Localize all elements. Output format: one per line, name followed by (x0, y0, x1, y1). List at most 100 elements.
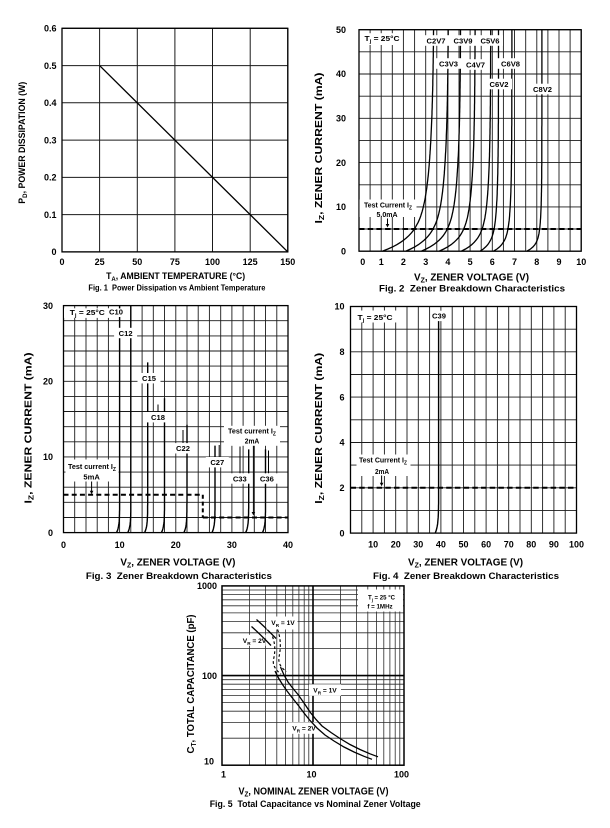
svg-text:1: 1 (379, 257, 384, 267)
svg-text:Fig. 4 Zener Breakdown Charac: Fig. 4 Zener Breakdown Characteristics (373, 571, 559, 582)
svg-text:0.6: 0.6 (44, 24, 57, 34)
svg-text:C8V2: C8V2 (533, 85, 552, 94)
svg-text:0.5: 0.5 (44, 61, 57, 71)
svg-text:40: 40 (336, 69, 346, 79)
svg-text:80: 80 (526, 540, 536, 550)
svg-text:Fig. 2 Zener Breakdown Charac: Fig. 2 Zener Breakdown Characteristics (379, 283, 565, 294)
svg-text:40: 40 (283, 540, 293, 550)
svg-text:C33: C33 (233, 474, 247, 483)
svg-text:0: 0 (51, 247, 56, 257)
svg-text:10: 10 (115, 540, 125, 550)
svg-text:C3V9: C3V9 (454, 36, 473, 45)
svg-text:20: 20 (391, 540, 401, 550)
svg-text:0: 0 (339, 528, 344, 538)
svg-text:100: 100 (394, 770, 409, 780)
svg-text:C39: C39 (432, 312, 446, 321)
svg-text:Test Current IZ: Test Current IZ (359, 456, 408, 467)
svg-text:50: 50 (336, 25, 346, 35)
svg-text:Test Current IZ: Test Current IZ (364, 200, 413, 211)
svg-text:C2V7: C2V7 (427, 36, 446, 45)
svg-text:75: 75 (170, 257, 180, 267)
svg-text:2mA: 2mA (245, 436, 260, 445)
svg-text:4: 4 (339, 438, 344, 448)
svg-text:125: 125 (243, 257, 258, 267)
svg-text:6: 6 (490, 257, 495, 267)
svg-text:10: 10 (336, 202, 346, 212)
svg-text:CT, TOTAL CAPACITANCE (pF): CT, TOTAL CAPACITANCE (pF) (186, 615, 198, 754)
svg-text:90: 90 (549, 540, 559, 550)
svg-text:30: 30 (413, 540, 423, 550)
svg-text:0: 0 (360, 257, 365, 267)
svg-text:PD, POWER DISSIPATION (W): PD, POWER DISSIPATION (W) (17, 82, 29, 204)
svg-text:30: 30 (227, 540, 237, 550)
svg-text:Fig. 1 Power Dissipation vs A: Fig. 1 Power Dissipation vs Ambient Temp… (88, 283, 265, 293)
svg-text:1000: 1000 (197, 581, 217, 591)
svg-text:Test current IZ: Test current IZ (228, 426, 277, 437)
svg-text:VZ, NOMINAL ZENER VOLTAGE (V): VZ, NOMINAL ZENER VOLTAGE (V) (239, 787, 389, 799)
svg-text:C36: C36 (260, 474, 274, 483)
svg-text:C15: C15 (142, 374, 157, 383)
svg-text:VR = 1V: VR = 1V (271, 620, 295, 629)
svg-text:VZ, ZENER VOLTAGE (V): VZ, ZENER VOLTAGE (V) (120, 558, 235, 570)
svg-text:C6V2: C6V2 (490, 80, 509, 89)
svg-text:70: 70 (504, 540, 514, 550)
svg-text:3: 3 (423, 257, 428, 267)
svg-text:20: 20 (171, 540, 181, 550)
svg-text:TA, AMBIENT TEMPERATURE (°C): TA, AMBIENT TEMPERATURE (°C) (106, 271, 245, 283)
svg-text:2mA: 2mA (375, 467, 389, 476)
svg-text:10: 10 (368, 540, 378, 550)
svg-text:10: 10 (576, 257, 586, 267)
svg-text:100: 100 (202, 671, 217, 681)
svg-text:0.1: 0.1 (44, 210, 57, 220)
svg-text:100: 100 (205, 257, 220, 267)
svg-text:20: 20 (43, 377, 53, 387)
svg-text:Test current IZ: Test current IZ (68, 462, 117, 473)
svg-text:0: 0 (59, 257, 64, 267)
svg-text:IZ, ZENER CURRENT (mA): IZ, ZENER CURRENT (mA) (313, 353, 326, 504)
svg-text:7: 7 (512, 257, 517, 267)
svg-text:VR = 2V: VR = 2V (292, 726, 316, 735)
svg-text:C3V3: C3V3 (439, 59, 458, 68)
svg-text:1: 1 (221, 770, 226, 780)
svg-text:C18: C18 (151, 413, 165, 422)
svg-text:VR = 2V: VR = 2V (243, 638, 267, 647)
svg-text:f = 1MHz: f = 1MHz (367, 604, 393, 611)
svg-text:C6V8: C6V8 (501, 59, 520, 68)
svg-text:150: 150 (280, 257, 295, 267)
svg-text:Tj = 25°C: Tj = 25°C (365, 34, 401, 45)
svg-text:0.2: 0.2 (44, 173, 57, 183)
svg-text:C10: C10 (109, 308, 123, 317)
svg-text:0: 0 (341, 246, 346, 256)
svg-text:30: 30 (43, 301, 53, 311)
svg-text:50: 50 (458, 540, 468, 550)
svg-text:10: 10 (306, 770, 316, 780)
svg-text:C12: C12 (119, 329, 133, 338)
svg-text:0.4: 0.4 (44, 98, 57, 108)
svg-text:10: 10 (43, 452, 53, 462)
svg-text:5.0mA: 5.0mA (377, 210, 399, 219)
svg-text:10: 10 (204, 757, 214, 767)
svg-text:0: 0 (61, 540, 66, 550)
svg-text:50: 50 (132, 257, 142, 267)
svg-text:VR = 1V: VR = 1V (313, 687, 337, 696)
svg-text:4: 4 (445, 257, 450, 267)
svg-text:20: 20 (336, 158, 346, 168)
svg-text:Tj = 25 °C: Tj = 25 °C (368, 594, 395, 604)
svg-text:C22: C22 (176, 444, 190, 453)
svg-text:Fig. 3 Zener Breakdown Charac: Fig. 3 Zener Breakdown Characteristics (86, 571, 272, 582)
svg-text:IZ, ZENER CURRENT (mA): IZ, ZENER CURRENT (mA) (23, 353, 36, 504)
svg-text:6: 6 (339, 392, 344, 402)
svg-text:5mA: 5mA (83, 473, 100, 482)
svg-text:40: 40 (436, 540, 446, 550)
svg-text:100: 100 (569, 540, 584, 550)
svg-text:VZ, ZENER VOLTAGE (V): VZ, ZENER VOLTAGE (V) (414, 273, 529, 285)
svg-text:Tj = 25°C: Tj = 25°C (358, 313, 394, 324)
svg-text:Fig. 5 Total Capacitance vs N: Fig. 5 Total Capacitance vs Nominal Zene… (210, 799, 421, 810)
svg-text:10: 10 (334, 302, 344, 312)
svg-text:8: 8 (534, 257, 539, 267)
svg-text:2: 2 (339, 483, 344, 493)
svg-text:0.3: 0.3 (44, 135, 57, 145)
svg-text:8: 8 (339, 347, 344, 357)
svg-text:VZ, ZENER VOLTAGE (V): VZ, ZENER VOLTAGE (V) (408, 558, 523, 570)
svg-text:0: 0 (48, 528, 53, 538)
